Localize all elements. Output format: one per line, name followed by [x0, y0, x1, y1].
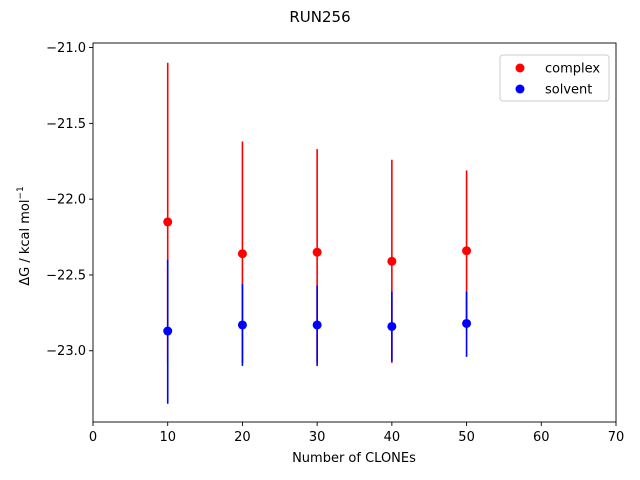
chart-title: RUN256: [289, 8, 350, 26]
data-point-solvent-2: [312, 320, 322, 330]
y-axis-label-main: ΔG / kcal mol: [18, 200, 33, 286]
y-axis-label-superscript: −1: [16, 186, 26, 199]
series-solvent: [163, 259, 472, 404]
x-tick-label: 10: [159, 430, 176, 445]
x-tick-label: 70: [608, 430, 625, 445]
data-point-solvent-0: [163, 326, 173, 336]
x-tick-label: 60: [533, 430, 550, 445]
x-axis-label: Number of CLONEs: [292, 451, 416, 466]
data-point-solvent-4: [462, 318, 472, 328]
legend-frame: [499, 54, 610, 102]
data-point-complex-1: [237, 249, 247, 259]
data-point-complex-3: [387, 256, 397, 266]
y-tick-label: −21.5: [46, 117, 86, 132]
legend-label-complex: complex: [545, 62, 600, 77]
data-point-solvent-1: [237, 320, 247, 330]
x-tick-label: 50: [458, 430, 475, 445]
y-axis-label: ΔG / kcal mol−1: [16, 186, 33, 286]
data-point-complex-0: [163, 217, 173, 227]
x-tick-label: 30: [309, 430, 326, 445]
y-tick-label: −23.0: [46, 344, 86, 359]
legend-marker-solvent: [515, 84, 525, 94]
y-tick-label: −22.5: [46, 268, 86, 283]
legend-label-solvent: solvent: [545, 83, 592, 98]
y-tick-label: −21.0: [46, 41, 86, 56]
plot-area: [163, 62, 472, 404]
data-point-complex-4: [462, 246, 472, 256]
data-point-solvent-3: [387, 321, 397, 331]
x-tick-label: 20: [234, 430, 251, 445]
legend: complex solvent: [499, 54, 610, 102]
axes: 0 10 20 30 40 50 60 70 −21.0 −21.5 −22.0 −22.5 −23.0: [46, 41, 624, 445]
data-point-complex-2: [312, 247, 322, 257]
x-tick-label: 0: [89, 430, 97, 445]
legend-marker-complex: [515, 63, 525, 73]
x-tick-label: 40: [384, 430, 401, 445]
y-tick-label: −22.0: [46, 193, 86, 208]
plot-frame: [92, 42, 617, 423]
